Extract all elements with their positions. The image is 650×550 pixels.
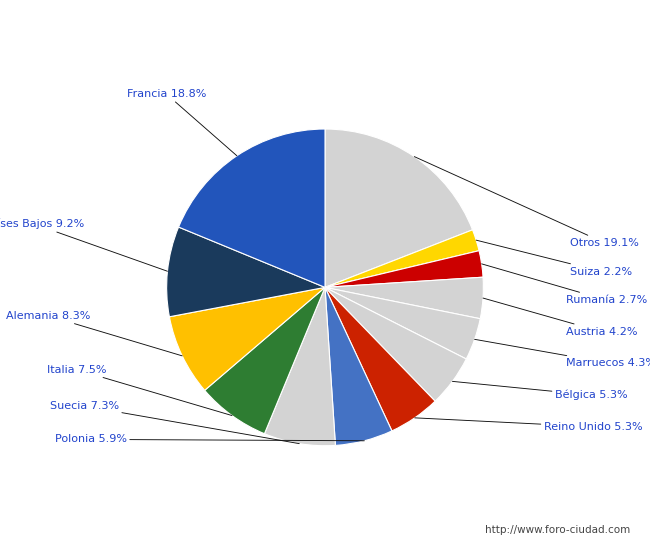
- Text: Austria 4.2%: Austria 4.2%: [483, 298, 637, 337]
- Text: Rumanía 2.7%: Rumanía 2.7%: [482, 264, 647, 305]
- Wedge shape: [325, 129, 473, 287]
- Text: Reino Unido 5.3%: Reino Unido 5.3%: [415, 418, 642, 432]
- Text: Alemania 8.3%: Alemania 8.3%: [6, 311, 182, 356]
- Wedge shape: [325, 287, 466, 401]
- Wedge shape: [325, 251, 483, 287]
- Text: Polonia 5.9%: Polonia 5.9%: [55, 434, 365, 444]
- Wedge shape: [265, 287, 335, 446]
- Text: http://www.foro-ciudad.com: http://www.foro-ciudad.com: [486, 525, 630, 535]
- Text: Onda - Turistas extranjeros según país - Abril de 2024: Onda - Turistas extranjeros según país -…: [93, 21, 557, 37]
- Text: Países Bajos 9.2%: Países Bajos 9.2%: [0, 219, 168, 271]
- Text: Francia 18.8%: Francia 18.8%: [127, 89, 237, 156]
- Text: Otros 19.1%: Otros 19.1%: [414, 157, 640, 248]
- Wedge shape: [166, 227, 325, 317]
- Wedge shape: [325, 287, 392, 446]
- Text: Suiza 2.2%: Suiza 2.2%: [476, 240, 632, 277]
- Wedge shape: [179, 129, 325, 287]
- Wedge shape: [325, 287, 435, 431]
- Text: Marruecos 4.3%: Marruecos 4.3%: [474, 339, 650, 369]
- Text: Italia 7.5%: Italia 7.5%: [47, 365, 232, 416]
- Text: Bélgica 5.3%: Bélgica 5.3%: [452, 381, 627, 400]
- Wedge shape: [325, 277, 484, 319]
- Wedge shape: [170, 287, 325, 390]
- Wedge shape: [325, 230, 479, 287]
- Wedge shape: [205, 287, 325, 434]
- Text: Suecia 7.3%: Suecia 7.3%: [50, 401, 299, 444]
- Wedge shape: [325, 287, 480, 359]
